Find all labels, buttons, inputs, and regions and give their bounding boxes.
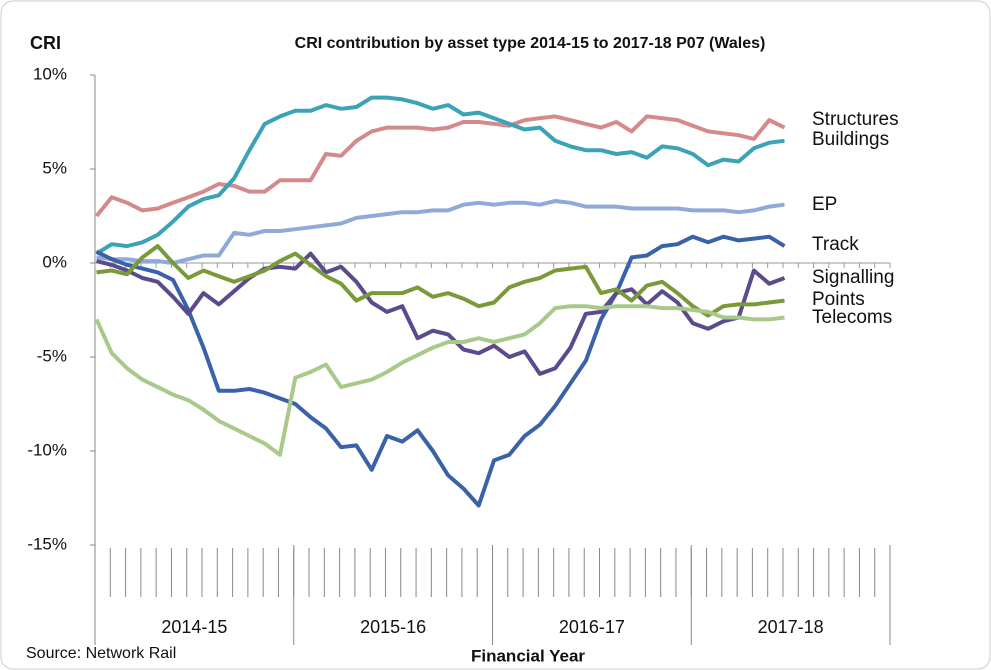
series-label: EP: [812, 194, 837, 215]
series-line: [95, 95, 785, 256]
series-line: [96, 251, 786, 376]
y-tick-label: 5%: [42, 158, 67, 177]
y-axis-title: CRI: [30, 33, 61, 53]
y-tick-label: 10%: [33, 64, 67, 83]
series-line: [94, 114, 786, 218]
y-tick-label: -15%: [27, 534, 67, 553]
series-label: Points: [812, 289, 865, 310]
series-label: Track: [812, 234, 859, 255]
chart-title: CRI contribution by asset type 2014-15 t…: [295, 35, 766, 52]
x-group-label: 2014-15: [161, 617, 227, 637]
series-line: [96, 244, 785, 318]
y-tick-label: -10%: [27, 440, 67, 459]
y-tick-label: -5%: [37, 346, 67, 365]
x-group-label: 2016-17: [559, 617, 625, 637]
y-tick-label: 0%: [42, 252, 67, 271]
series-label: Signalling: [812, 267, 894, 288]
source: Source: Network Rail: [26, 645, 176, 662]
series-line: [94, 304, 785, 457]
series-line: [95, 234, 786, 508]
x-group-label: 2017-18: [758, 617, 824, 637]
series-label: Structures: [812, 109, 899, 130]
series-line: [96, 199, 785, 265]
series-label: Buildings: [812, 129, 889, 150]
x-axis-title: Financial Year: [471, 646, 585, 665]
series-label: Telecoms: [812, 307, 892, 328]
x-group-label: 2015-16: [360, 617, 426, 637]
